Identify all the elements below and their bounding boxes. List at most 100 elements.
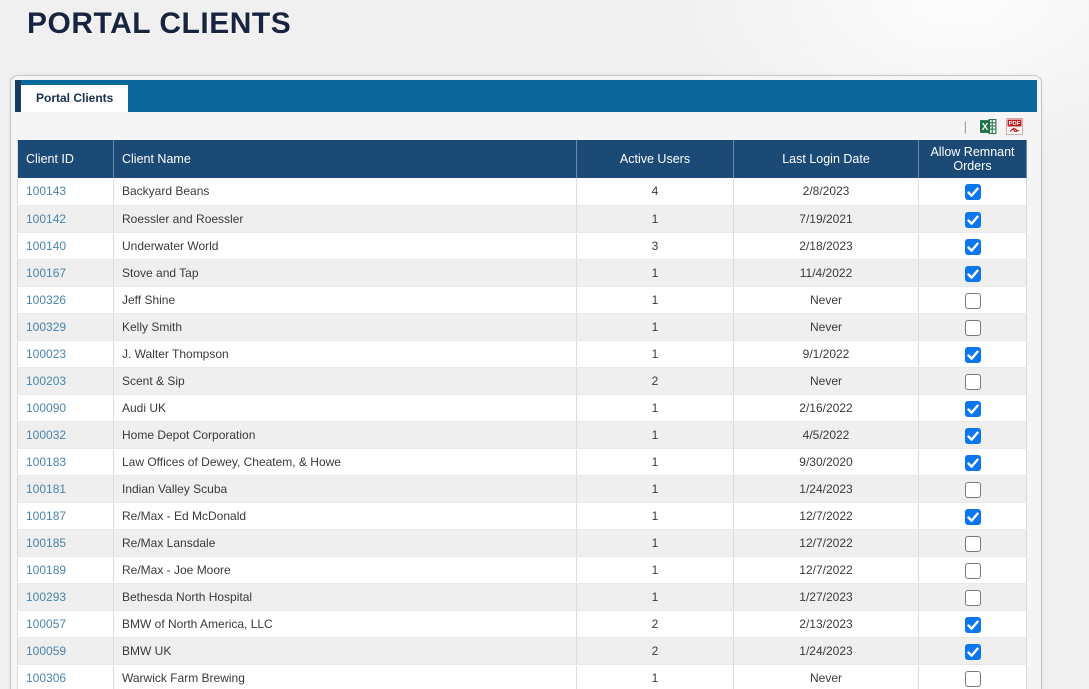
client-name-cell: Audi UK	[113, 394, 577, 422]
allow-remnant-checkbox[interactable]	[964, 400, 981, 417]
column-header: Last Login Date	[733, 140, 919, 178]
table-body: 100143 Backyard Beans 4 2/8/2023 100142 …	[17, 178, 1027, 689]
active-users-cell: 3	[576, 232, 734, 260]
client-id-link[interactable]: 100059	[26, 643, 67, 658]
allow-remnant-checkbox[interactable]	[964, 454, 981, 471]
allow-remnant-checkbox[interactable]	[964, 562, 981, 579]
table-row: 100326 Jeff Shine 1 Never	[17, 286, 1027, 314]
table-row: 100185 Re/Max Lansdale 1 12/7/2022	[17, 529, 1027, 557]
last-login-cell: Never	[733, 286, 919, 314]
allow-remnant-checkbox[interactable]	[964, 643, 981, 660]
allow-remnant-cell	[918, 583, 1027, 611]
allow-remnant-checkbox[interactable]	[964, 535, 981, 552]
client-id-link[interactable]: 100142	[26, 211, 67, 226]
active-users-cell: 1	[576, 286, 734, 314]
last-login-cell: 12/7/2022	[733, 556, 919, 584]
last-login-cell: 12/7/2022	[733, 502, 919, 530]
allow-remnant-checkbox[interactable]	[964, 373, 981, 390]
client-id-cell: 100189	[17, 556, 114, 584]
allow-remnant-cell	[918, 205, 1027, 233]
client-id-link[interactable]: 100183	[26, 454, 67, 469]
allow-remnant-cell	[918, 664, 1027, 689]
client-id-link[interactable]: 100329	[26, 319, 67, 334]
client-id-link[interactable]: 100057	[26, 616, 67, 631]
table-row: 100187 Re/Max - Ed McDonald 1 12/7/2022	[17, 502, 1027, 530]
allow-remnant-checkbox[interactable]	[964, 589, 981, 606]
client-id-cell: 100140	[17, 232, 114, 260]
active-users-cell: 1	[576, 205, 734, 233]
allow-remnant-checkbox[interactable]	[964, 481, 981, 498]
client-id-link[interactable]: 100293	[26, 589, 67, 604]
table-row: 100293 Bethesda North Hospital 1 1/27/20…	[17, 583, 1027, 611]
allow-remnant-checkbox[interactable]	[964, 427, 981, 444]
portal-clients-panel: Portal Clients | X PDF	[10, 75, 1042, 689]
toolbar-separator: |	[963, 118, 967, 134]
excel-export-icon[interactable]: X	[980, 118, 997, 135]
allow-remnant-checkbox[interactable]	[964, 265, 981, 282]
allow-remnant-cell	[918, 556, 1027, 584]
active-users-cell: 1	[576, 259, 734, 287]
client-id-link[interactable]: 100167	[26, 265, 67, 280]
last-login-cell: Never	[733, 664, 919, 689]
allow-remnant-cell	[918, 529, 1027, 557]
table-row: 100143 Backyard Beans 4 2/8/2023	[17, 178, 1027, 206]
client-id-link[interactable]: 100032	[26, 427, 67, 442]
allow-remnant-checkbox[interactable]	[964, 616, 981, 633]
allow-remnant-checkbox[interactable]	[964, 508, 981, 525]
client-id-cell: 100306	[17, 664, 114, 689]
tab-bar-accent	[15, 80, 21, 112]
client-id-link[interactable]: 100090	[26, 400, 67, 415]
active-users-cell: 1	[576, 313, 734, 341]
client-id-link[interactable]: 100143	[26, 184, 67, 199]
active-users-cell: 1	[576, 556, 734, 584]
table-row: 100329 Kelly Smith 1 Never	[17, 313, 1027, 341]
allow-remnant-cell	[918, 178, 1027, 206]
client-id-link[interactable]: 100187	[26, 508, 67, 523]
client-id-link[interactable]: 100023	[26, 346, 67, 361]
table-row: 100203 Scent & Sip 2 Never	[17, 367, 1027, 395]
active-users-cell: 1	[576, 664, 734, 689]
client-name-cell: Roessler and Roessler	[113, 205, 577, 233]
table-row: 100181 Indian Valley Scuba 1 1/24/2023	[17, 475, 1027, 503]
client-id-cell: 100057	[17, 610, 114, 638]
client-id-link[interactable]: 100140	[26, 238, 67, 253]
table-row: 100167 Stove and Tap 1 11/4/2022	[17, 259, 1027, 287]
client-id-link[interactable]: 100203	[26, 373, 67, 388]
allow-remnant-checkbox[interactable]	[964, 670, 981, 687]
table-row: 100183 Law Offices of Dewey, Cheatem, & …	[17, 448, 1027, 476]
page-title: PORTAL CLIENTS	[27, 7, 292, 40]
allow-remnant-checkbox[interactable]	[964, 238, 981, 255]
client-name-cell: Underwater World	[113, 232, 577, 260]
pdf-export-icon[interactable]: PDF	[1006, 117, 1023, 135]
table-row: 100140 Underwater World 3 2/18/2023	[17, 232, 1027, 260]
active-users-cell: 2	[576, 637, 734, 665]
allow-remnant-cell	[918, 340, 1027, 368]
client-id-link[interactable]: 100181	[26, 481, 67, 496]
client-id-link[interactable]: 100306	[26, 670, 67, 685]
client-name-cell: Law Offices of Dewey, Cheatem, & Howe	[113, 448, 577, 476]
tab-portal-clients[interactable]: Portal Clients	[21, 85, 129, 112]
allow-remnant-checkbox[interactable]	[964, 184, 981, 201]
allow-remnant-cell	[918, 475, 1027, 503]
allow-remnant-cell	[918, 637, 1027, 665]
client-id-cell: 100167	[17, 259, 114, 287]
last-login-cell: Never	[733, 313, 919, 341]
client-id-cell: 100203	[17, 367, 114, 395]
last-login-cell: 2/8/2023	[733, 178, 919, 206]
allow-remnant-checkbox[interactable]	[964, 211, 981, 228]
client-id-link[interactable]: 100326	[26, 292, 67, 307]
last-login-cell: 1/24/2023	[733, 637, 919, 665]
allow-remnant-cell	[918, 421, 1027, 449]
client-id-link[interactable]: 100185	[26, 535, 67, 550]
active-users-cell: 2	[576, 367, 734, 395]
allow-remnant-cell	[918, 502, 1027, 530]
column-header: Allow Remnant Orders	[918, 140, 1027, 178]
table-row: 100306 Warwick Farm Brewing 1 Never	[17, 664, 1027, 689]
allow-remnant-checkbox[interactable]	[964, 346, 981, 363]
allow-remnant-checkbox[interactable]	[964, 292, 981, 309]
client-id-link[interactable]: 100189	[26, 562, 67, 577]
allow-remnant-checkbox[interactable]	[964, 319, 981, 336]
allow-remnant-cell	[918, 394, 1027, 422]
last-login-cell: 12/7/2022	[733, 529, 919, 557]
last-login-cell: 2/13/2023	[733, 610, 919, 638]
